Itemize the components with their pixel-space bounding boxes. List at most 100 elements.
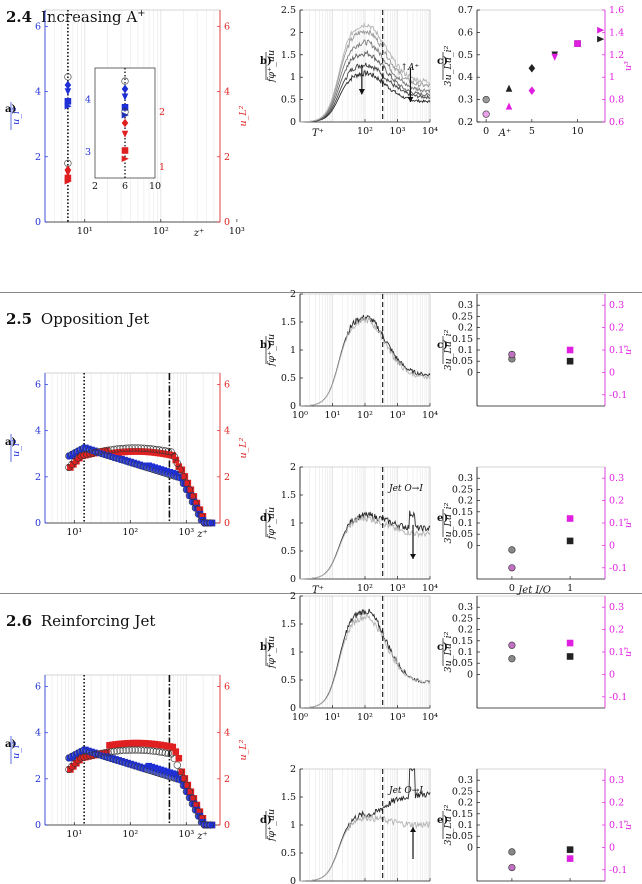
profile-point-ul-mod [193,801,201,809]
x-tick-label: 10³ [390,410,406,421]
profile-point-ul [176,768,184,776]
x-axis-label: z⁺ [196,529,208,540]
y-tick-label: 0.1 [458,820,473,831]
data-point [566,515,574,522]
y-axis-label: u_L² [238,437,249,458]
y-axis-label: fφ⁺_uu [266,636,277,669]
y-tick-label: 0.25 [452,613,473,624]
y-tick-label: 0.1 [458,518,473,529]
x-tick-label: 10⁴ [422,712,438,723]
inset-tick-label: 2 [92,181,98,192]
y-tick-label: 0.05 [452,658,473,669]
y-tick-label: 2 [224,472,230,483]
profile-point-ul-mod [181,473,189,480]
y-tick-label: 0.3 [458,473,473,484]
y-tick-label: 4 [224,728,230,739]
divider-2 [0,593,642,594]
data-point [528,63,536,73]
inset-point [121,155,129,163]
profile-point-ul [155,446,163,454]
profile-point-ul-mod [169,743,177,751]
y-tick-label: 2 [224,774,230,785]
profile-point-ul [146,747,154,755]
y-axis-label: 3u_Lu_i² [443,329,454,370]
panel-label: a) [5,739,16,750]
y-axis-label: 3u_Lu_i² [443,502,454,543]
y-tick-label: 0.1 [609,820,624,831]
profile-point-ul-mod [193,499,201,507]
y-tick-label: 1 [290,518,296,529]
y-tick-label: 0.3 [609,775,624,786]
profile-point-ul [188,492,196,500]
profile-point-ul [164,447,172,456]
y-tick-label: 0 [609,540,615,551]
y-axis-label: u³ [623,820,634,830]
inset-tick-label: 1 [159,162,165,173]
y-tick-label: 1.5 [281,317,296,328]
y-tick-label: 0.15 [452,507,473,518]
y-tick-label: 0.5 [281,95,296,106]
panel-label: a) [5,437,16,448]
profile-point-ui-mod [208,519,216,527]
y-tick-label: 0.6 [609,117,624,128]
profile-point-ul-mod [181,775,189,782]
plot-frame [476,293,606,407]
y-tick-label: 6 [35,380,41,391]
y-axis-label: u³ [623,518,634,528]
x-tick-label: 10² [357,712,373,723]
inset-point [121,108,129,116]
y-tick-label: 0.1 [609,518,624,529]
y-tick-label: 2 [290,462,296,473]
arrow-head [358,89,365,95]
profile-point-ul [179,472,187,481]
plot-frame [476,9,606,123]
profile-point-ul-mod [169,452,177,459]
x-axis-label: T⁺ [312,585,324,596]
annotation: Jet O→I [387,484,423,494]
y-tick-label: 6 [224,380,230,391]
data-point [566,346,574,354]
plot-frame [476,595,606,709]
y-tick-label: 0.4 [458,72,473,83]
y-tick-label: 0 [35,820,41,831]
y-axis-label: u³ [623,647,634,657]
y-tick-label: 0.25 [452,786,473,797]
profile-point-ul [194,506,202,514]
profile-point-ul [173,761,181,769]
data-point [566,855,574,862]
y-tick-label: 0 [290,401,296,412]
section-number: 2.5 [6,310,33,328]
section-name: Increasing A [40,8,138,26]
x-tick-label: 10⁰ [292,712,308,723]
section-title-2-5: 2.5 Opposition Jet [6,310,149,328]
x-tick-label: 0 [483,126,489,137]
series-line-A3 [300,49,431,123]
x-axis-label: z⁺ [193,228,205,239]
profile-point-ul [128,746,136,754]
profile-point-ul-mod [196,506,204,513]
profile-point-ul [152,747,160,756]
y-tick-label: 0 [224,518,230,529]
x-tick-label: 1 [567,583,573,594]
data-point [64,73,72,81]
data-point [505,84,513,92]
profile-point-ul [125,444,133,452]
y-tick-label: 2 [35,152,41,163]
y-tick-label: 1.5 [281,50,296,61]
profile-point-ui-mod [208,821,216,829]
annotation: Jet O→I [387,786,423,796]
x-tick-label: 10² [357,126,373,137]
profile-point-ul [191,801,199,809]
panel-label: c) [437,340,448,351]
y-axis-label: u³ [623,61,634,71]
profile-point-ul [197,512,206,520]
profile-point-ul [140,444,148,452]
y-tick-label: 2 [35,774,41,785]
x-tick-label: 10⁴ [422,126,438,137]
y-tick-label: 0.05 [452,356,473,367]
profile-point-ul [143,746,151,755]
inset-tick-label: 3 [85,147,91,158]
y-tick-label: 0.3 [609,300,624,311]
inset-point [121,130,129,138]
data-point [566,639,574,647]
